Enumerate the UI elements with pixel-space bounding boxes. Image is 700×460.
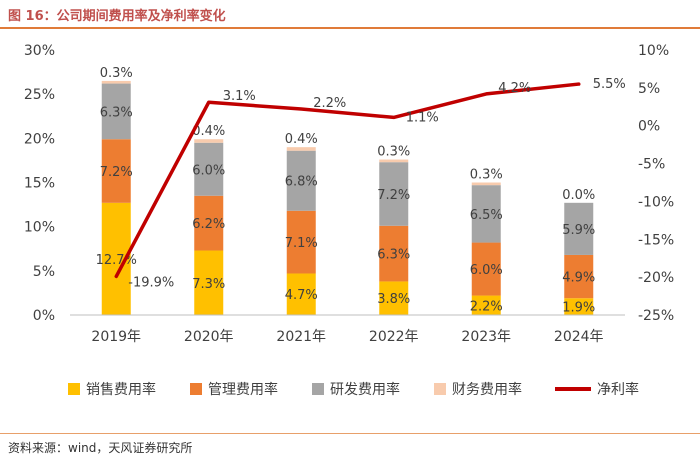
x-axis: 2019年 2020年 2021年 2022年 2023年 2024年 [70, 314, 625, 345]
net-margin-label: 1.1% [406, 110, 439, 125]
net-margin-labels: -19.9% 3.1% 2.2% 1.1% 4.2% 5.5% [128, 77, 626, 290]
bar-value-label: 6.5% [470, 208, 503, 223]
y-left-tick-label: 5% [33, 264, 55, 280]
y-axis-left: 0% 5% 10% 15% 20% 25% 30% [24, 43, 55, 324]
net-margin-label: 3.1% [223, 89, 256, 104]
bar-segment [194, 139, 224, 143]
bar-segment [379, 281, 409, 315]
y-right-tick-label: 5% [638, 81, 660, 97]
bar-segment [471, 242, 501, 296]
source-note: 资料来源：wind，天风证券研究所 [8, 441, 193, 455]
chart-legend: 销售费用率 管理费用率 研发费用率 财务费用率 净利率 [68, 381, 639, 398]
bar-segment [564, 254, 594, 299]
net-margin-label: -19.9% [128, 275, 174, 290]
y-right-tick-label: -10% [638, 194, 674, 210]
expense-ratio-chart: 0% 5% 10% 15% 20% 25% 30% -25% -20% -15% -10% -5% 0… [24, 43, 674, 398]
bar-value-label: 6.2% [192, 217, 225, 232]
y-right-tick-label: -5% [638, 157, 665, 173]
bar-value-label: 6.0% [470, 263, 503, 278]
legend-swatch [312, 383, 324, 395]
footer-divider [0, 433, 700, 434]
bar-segment [101, 83, 131, 140]
legend-label: 研发费用率 [330, 381, 400, 398]
y-axis-right: -25% -20% -15% -10% -5% 0% 5% 10% [638, 43, 674, 324]
bar-value-label: 6.8% [285, 175, 318, 190]
bar-value-label: 7.1% [285, 236, 318, 251]
title-divider [0, 27, 700, 29]
y-right-tick-label: 10% [638, 43, 669, 59]
figure-title: 图 16：公司期间费用率及净利率变化 [8, 9, 226, 24]
net-margin-label: 5.5% [593, 77, 626, 92]
bar-segment [194, 195, 224, 251]
y-left-tick-label: 25% [24, 87, 55, 103]
bar-segment [286, 150, 316, 211]
bar-value-label: 7.2% [100, 165, 133, 180]
y-left-tick-label: 20% [24, 131, 55, 147]
legend-label: 销售费用率 [86, 381, 156, 398]
y-right-tick-label: -25% [638, 308, 674, 324]
x-tick-label: 2024年 [554, 329, 604, 345]
x-tick-label: 2021年 [276, 329, 326, 345]
stacked-bars [101, 80, 594, 315]
y-left-tick-label: 0% [33, 308, 55, 324]
bar-segment [379, 159, 409, 163]
x-tick-label: 2022年 [369, 329, 419, 345]
x-tick-label: 2023年 [461, 329, 511, 345]
bar-segment [471, 295, 501, 315]
bar-segment [379, 162, 409, 226]
bar-value-label: 7.2% [377, 188, 410, 203]
y-right-tick-label: -20% [638, 270, 674, 286]
y-left-tick-label: 30% [24, 43, 55, 59]
bar-segment [286, 147, 316, 151]
bar-value-label: 0.3% [470, 168, 503, 183]
x-tick-label: 2019年 [91, 329, 141, 345]
bar-value-label: 0.4% [285, 132, 318, 147]
legend-swatch [190, 383, 202, 395]
bar-segment [379, 225, 409, 282]
net-margin-label: 4.2% [498, 81, 531, 96]
bar-value-label: 7.3% [192, 277, 225, 292]
bar-value-label: 1.9% [562, 301, 595, 316]
legend-swatch [434, 383, 446, 395]
net-margin-series-line [114, 82, 581, 279]
net-margin-line [114, 82, 581, 279]
bar-value-labels: 12.7% 7.2% 6.3% 0.3% 7.3% 6.2% 6.0% 0.4% 4.7% 7.1… [96, 66, 596, 316]
bar-segment [194, 250, 224, 315]
bar-value-label: 4.9% [562, 271, 595, 286]
y-right-tick-label: 0% [638, 119, 660, 135]
bar-segment [194, 142, 224, 196]
legend-label: 财务费用率 [452, 381, 522, 398]
bar-segment [286, 273, 316, 315]
legend-swatch [68, 383, 80, 395]
bar-segment [471, 185, 501, 243]
bar-value-label: 3.8% [377, 292, 410, 307]
y-left-tick-label: 15% [24, 176, 55, 192]
bar-value-label: 5.9% [562, 223, 595, 238]
net-margin-label: 2.2% [313, 96, 346, 111]
legend-label: 管理费用率 [208, 381, 278, 398]
bar-segment [101, 80, 131, 84]
bar-value-label: 0.4% [192, 124, 225, 139]
bar-value-label: 2.2% [470, 299, 503, 314]
bar-segment [101, 139, 131, 203]
bar-segment [286, 210, 316, 274]
bar-value-label: 6.3% [100, 105, 133, 120]
bar-value-label: 6.0% [192, 163, 225, 178]
bar-value-label: 0.3% [100, 66, 133, 81]
bar-value-label: 0.3% [377, 145, 410, 160]
bar-value-label: 4.7% [285, 288, 318, 303]
x-tick-label: 2020年 [184, 329, 234, 345]
bar-value-label: 0.0% [562, 188, 595, 203]
bar-value-label: 6.3% [377, 248, 410, 263]
bar-segment [564, 298, 594, 315]
bar-segment [564, 202, 594, 255]
y-right-tick-label: -15% [638, 232, 674, 248]
y-left-tick-label: 10% [24, 220, 55, 236]
bar-value-label: 12.7% [96, 253, 137, 268]
legend-label: 净利率 [597, 381, 639, 398]
bar-segment [471, 182, 501, 186]
